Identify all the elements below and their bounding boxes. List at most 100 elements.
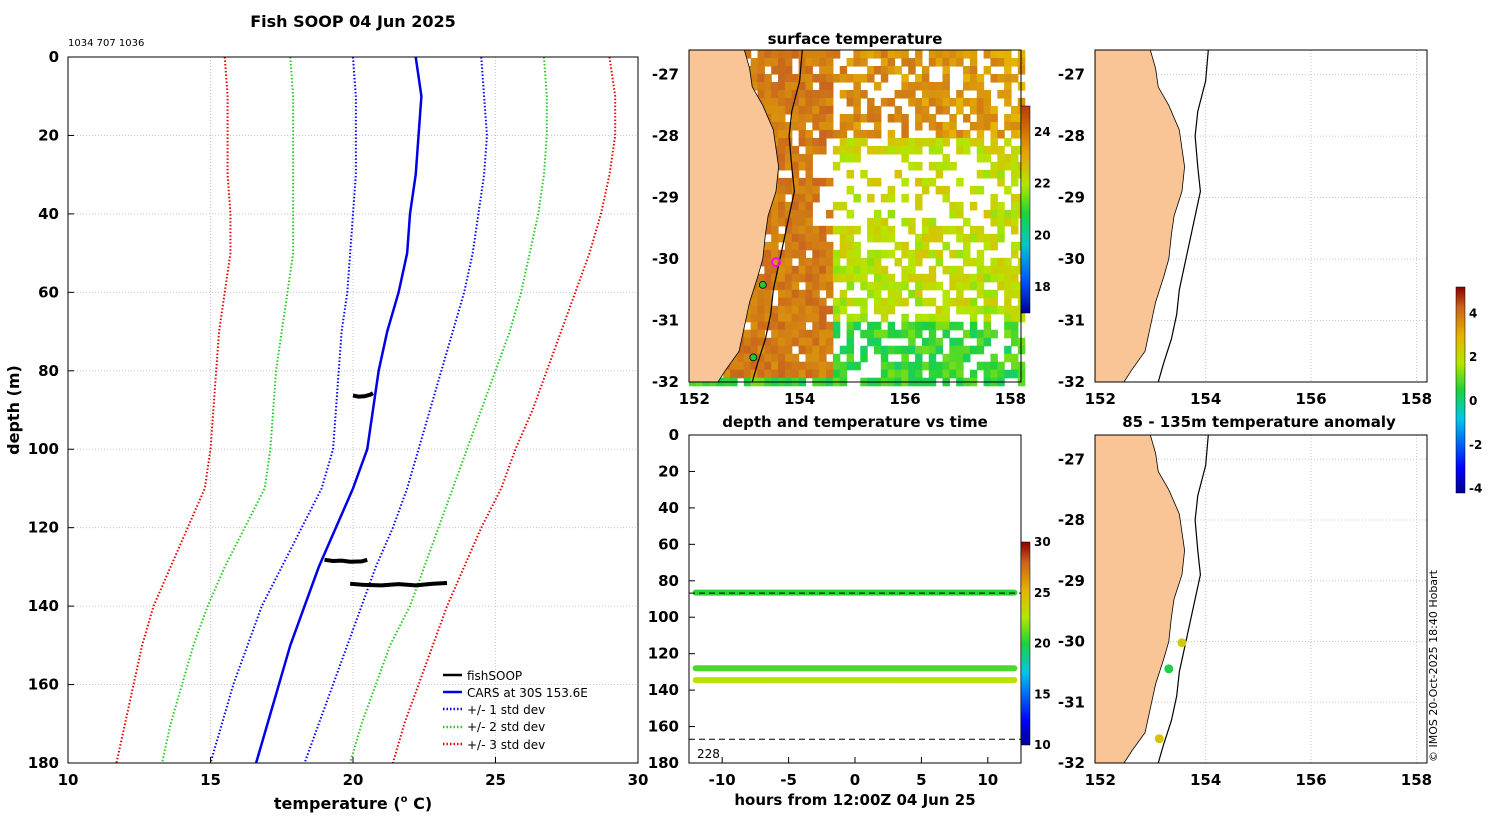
- sst-cell: [997, 129, 1005, 139]
- sst-cell: [860, 273, 868, 283]
- sst-cell: [963, 329, 971, 339]
- sst-cell: [805, 353, 813, 363]
- sst-cell: [819, 241, 827, 251]
- sst-cell: [784, 185, 793, 195]
- sst-cell: [901, 73, 909, 83]
- sst-cell: [798, 113, 807, 123]
- sst-cell: [812, 73, 820, 83]
- sst-cell: [963, 97, 971, 107]
- sst-cell: [853, 241, 861, 251]
- sst-cell: [736, 353, 745, 363]
- sst-cell: [963, 81, 971, 91]
- std-line-std1: [209, 56, 357, 764]
- sst-cell: [942, 65, 950, 75]
- sst-cell: [805, 177, 813, 187]
- sst-cell: [935, 121, 944, 131]
- sst-cell: [935, 313, 944, 323]
- sst-cell: [921, 73, 930, 83]
- sst-cell: [784, 329, 793, 339]
- sst-cell: [1017, 337, 1026, 347]
- sst-cell: [1010, 353, 1019, 363]
- sst-cell: [805, 137, 813, 147]
- sst-cell: [1017, 377, 1026, 387]
- sst-cell: [778, 153, 786, 163]
- sst-cell: [956, 209, 964, 219]
- anomaly-colorbar-tick-label: -2: [1469, 438, 1482, 452]
- sst-cell: [983, 145, 992, 155]
- sst-cell: [826, 281, 834, 291]
- sst-cell: [771, 217, 779, 227]
- sst-cell: [1004, 313, 1012, 323]
- sst-cell: [798, 345, 807, 355]
- sst-cell: [880, 369, 889, 379]
- sst-cell: [778, 193, 786, 203]
- sst-cell: [784, 361, 793, 371]
- sst-cell: [750, 73, 759, 83]
- sst-cell: [969, 105, 978, 115]
- sst-cell: [743, 313, 752, 323]
- profile-chart: 10 15 20 25 30 0 20 40 60 80 100 120 140 160 180 tempe…: [4, 48, 648, 813]
- sst-cell: [798, 273, 807, 283]
- sst-cell: [784, 297, 793, 307]
- sst-cell: [976, 337, 985, 347]
- sst-cell: [812, 97, 820, 107]
- sst-cell: [880, 57, 889, 67]
- sst-cell: [880, 217, 889, 227]
- sst-cell: [915, 113, 923, 123]
- sst-cell: [1010, 161, 1019, 171]
- sst-cell: [784, 50, 793, 59]
- sst-cell: [798, 225, 807, 235]
- sst-cell: [1010, 57, 1019, 67]
- sst-cell: [839, 273, 848, 283]
- sst-cell: [791, 329, 800, 339]
- sst-cell: [805, 153, 813, 163]
- sst-cell: [935, 89, 944, 99]
- sst-xtick-label: 152: [679, 390, 710, 408]
- sst-cell: [846, 97, 855, 107]
- sst-cell: [784, 369, 793, 379]
- sst-cell: [819, 233, 827, 243]
- sst-cell: [764, 265, 772, 275]
- sst-cell: [983, 329, 992, 339]
- sst-cell: [873, 145, 882, 155]
- sst-cell: [942, 305, 950, 315]
- sst-cell: [771, 113, 779, 123]
- sst-cell: [805, 73, 813, 83]
- sst-cell: [1004, 369, 1012, 379]
- sst-cell: [894, 361, 902, 371]
- map3-ytick-label: -28: [1058, 127, 1085, 145]
- sst-cell: [743, 50, 752, 59]
- sst-cell: [805, 361, 813, 371]
- sst-cell: [908, 217, 916, 227]
- sst-cell: [963, 65, 971, 75]
- sst-cell: [853, 265, 861, 275]
- sst-cell: [873, 265, 882, 275]
- sst-cell: [826, 345, 834, 355]
- sst-cell: [839, 265, 848, 275]
- sst-cell: [873, 129, 882, 139]
- sst-cell: [887, 209, 896, 219]
- sst-cell: [935, 185, 944, 195]
- sst-cell: [908, 337, 916, 347]
- sst-cell: [798, 89, 807, 99]
- sst-cell: [942, 105, 950, 115]
- sst-cell: [853, 193, 861, 203]
- sst-cell: [976, 129, 985, 139]
- depth-time-ytick-label: 0: [669, 426, 679, 444]
- sst-cell: [860, 57, 868, 67]
- sst-cell: [956, 345, 964, 355]
- sst-cell: [784, 289, 793, 299]
- sst-cell: [846, 153, 855, 163]
- sst-cell: [921, 297, 930, 307]
- sst-cell: [873, 65, 882, 75]
- sst-cell: [921, 89, 930, 99]
- sst-cell: [969, 297, 978, 307]
- sst-cell: [990, 201, 998, 211]
- anomaly-colorbar-tick-label: 4: [1469, 306, 1477, 320]
- sst-cell: [969, 57, 978, 67]
- sst-cell: [764, 297, 772, 307]
- sst-cell: [757, 65, 765, 75]
- sst-cell: [880, 305, 889, 315]
- sst-cell: [942, 241, 950, 251]
- sst-cell: [750, 345, 759, 355]
